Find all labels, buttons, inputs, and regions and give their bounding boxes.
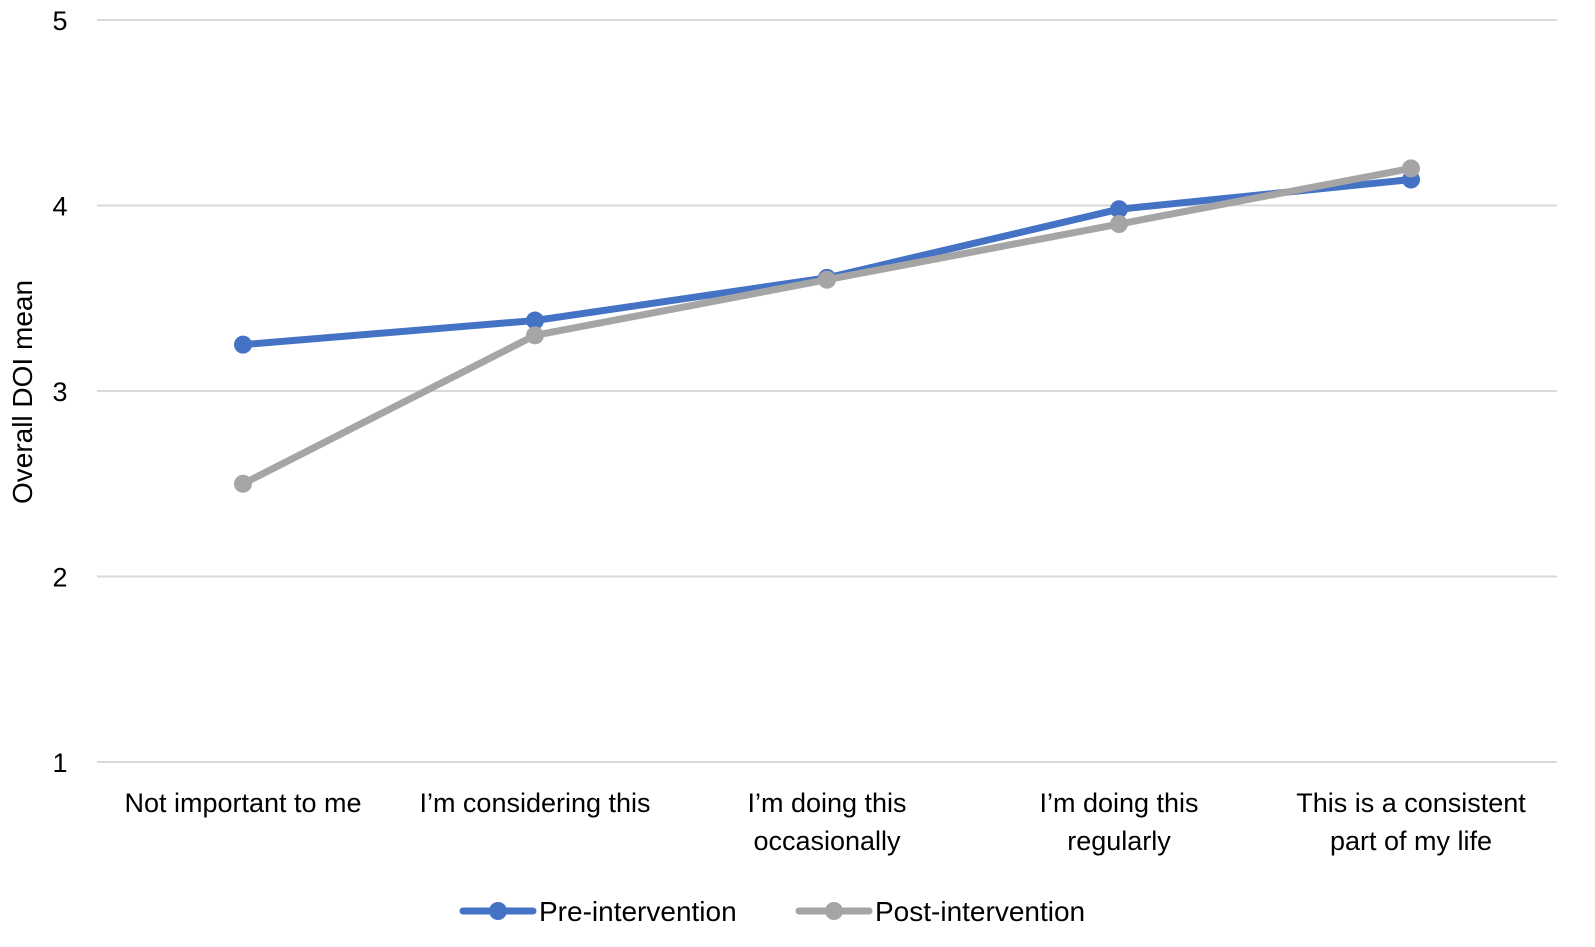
x-category-label: I’m doing this regularly (1039, 788, 1198, 856)
x-category-label-line: occasionally (753, 826, 901, 856)
series-post-intervention (234, 159, 1420, 493)
data-point (1110, 215, 1128, 234)
series-line (239, 164, 1415, 488)
x-category-label: This is a consistent part of my life (1296, 788, 1526, 856)
y-tick-label: 2 (52, 563, 67, 593)
legend-entry: Pre-intervention (459, 896, 737, 927)
data-point (818, 270, 836, 289)
y-axis-ticks: 1 2 3 4 5 (52, 6, 67, 778)
x-category-label-line: part of my life (1330, 826, 1492, 856)
data-point (234, 335, 252, 354)
x-category-label: Not important to me (124, 788, 361, 818)
x-category-label-line: This is a consistent (1296, 788, 1526, 818)
x-category-label-line: regularly (1067, 826, 1171, 856)
legend-swatch-marker (825, 902, 843, 920)
x-axis-categories: Not important to me I’m considering this I… (124, 788, 1526, 856)
legend-label: Pre-intervention (539, 896, 737, 927)
legend-label: Post-intervention (875, 896, 1085, 927)
x-category-label: I’m considering this (419, 788, 650, 818)
series (234, 159, 1420, 493)
data-point (526, 326, 544, 345)
y-tick-label: 5 (52, 6, 67, 36)
data-point (1402, 159, 1420, 178)
x-category-label-line: I’m doing this (1039, 788, 1198, 818)
y-tick-label: 3 (52, 377, 67, 407)
gridlines (97, 19, 1557, 763)
x-category-label-line: Not important to me (124, 788, 361, 818)
data-point (1110, 200, 1128, 219)
y-axis-title: Overall DOI mean (7, 280, 38, 504)
legend-swatch-marker (489, 902, 507, 920)
legend: Pre-intervention Post-intervention (459, 896, 1085, 927)
y-tick-label: 1 (52, 748, 67, 778)
x-category-label-line: I’m doing this (747, 788, 906, 818)
x-category-label-line: I’m considering this (419, 788, 650, 818)
data-point (526, 311, 544, 330)
data-point (234, 474, 252, 493)
x-category-label: I’m doing this occasionally (747, 788, 906, 856)
y-tick-label: 4 (52, 192, 67, 222)
legend-entry: Post-intervention (795, 896, 1085, 927)
